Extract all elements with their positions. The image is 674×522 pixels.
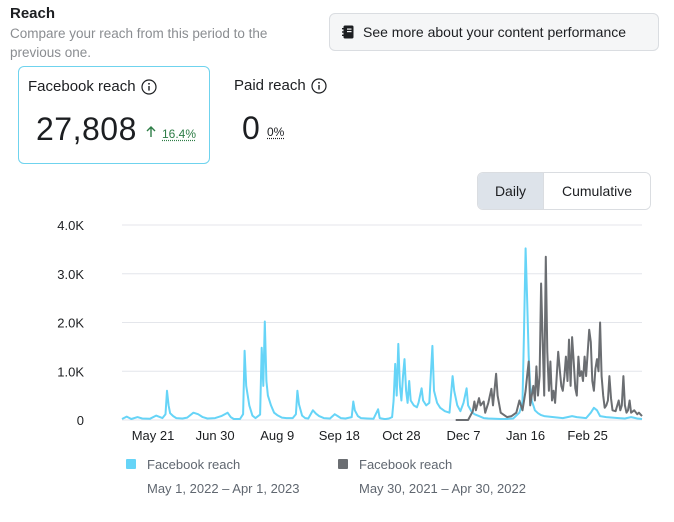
- y-tick-label: 2.0K: [57, 316, 84, 331]
- paid-reach-label: Paid reach: [234, 77, 306, 94]
- legend-swatch-previous: [338, 459, 348, 469]
- x-tick-label: Jun 30: [196, 428, 235, 443]
- legend-previous: Facebook reach May 30, 2021 – Apr 30, 20…: [338, 456, 526, 496]
- reach-line-chart: 4.0K 3.0K 2.0K 1.0K 0 May 21 Jun 30 Aug 9 Sep 18…: [57, 218, 643, 443]
- y-tick-label: 1.0K: [57, 364, 84, 379]
- facebook-reach-delta-value[interactable]: 16.4%: [162, 126, 197, 141]
- content-performance-button[interactable]: See more about your content performance: [329, 13, 659, 51]
- daily-toggle-button[interactable]: Daily: [478, 173, 544, 209]
- paid-reach-card[interactable]: Paid reach 0 0%: [234, 66, 414, 164]
- x-tick-label: Jan 16: [506, 428, 545, 443]
- section-subtitle: Compare your reach from this period to t…: [10, 26, 268, 60]
- content-performance-label: See more about your content performance: [363, 24, 627, 40]
- legend-swatch-current: [126, 459, 136, 469]
- x-tick-label: May 21: [132, 428, 175, 443]
- paid-reach-value: 0: [242, 110, 261, 146]
- arrow-up-icon: [146, 126, 156, 141]
- x-tick-label: Sep 18: [319, 428, 360, 443]
- paid-reach-delta: 0%: [267, 125, 284, 139]
- cumulative-toggle-button[interactable]: Cumulative: [544, 173, 650, 209]
- y-tick-label: 3.0K: [57, 267, 84, 282]
- paid-reach-delta-value[interactable]: 0%: [267, 125, 285, 139]
- x-tick-label: Aug 9: [260, 428, 294, 443]
- x-tick-label: Oct 28: [382, 428, 420, 443]
- legend-current: Facebook reach May 1, 2022 – Apr 1, 2023: [126, 456, 300, 496]
- y-tick-label: 0: [77, 413, 84, 428]
- facebook-reach-value: 27,808: [36, 111, 137, 147]
- x-tick-label: Dec 7: [447, 428, 481, 443]
- facebook-reach-label: Facebook reach: [28, 78, 136, 95]
- info-icon[interactable]: [311, 77, 327, 94]
- facebook-reach-delta: 16.4%: [146, 126, 196, 141]
- notebook-icon: [342, 25, 354, 39]
- legend-previous-name: Facebook reach: [359, 456, 453, 472]
- y-tick-label: 4.0K: [57, 218, 84, 233]
- info-icon[interactable]: [140, 78, 157, 95]
- x-tick-label: Feb 25: [567, 428, 607, 443]
- view-toggle: Daily Cumulative: [477, 172, 651, 210]
- series-previous-line: [455, 255, 643, 421]
- section-title: Reach: [10, 5, 56, 22]
- facebook-reach-card[interactable]: Facebook reach 27,808 16.4%: [18, 66, 210, 164]
- legend-previous-range: May 30, 2021 – Apr 30, 2022: [359, 481, 526, 496]
- legend-current-range: May 1, 2022 – Apr 1, 2023: [147, 481, 300, 496]
- legend-current-name: Facebook reach: [147, 456, 241, 472]
